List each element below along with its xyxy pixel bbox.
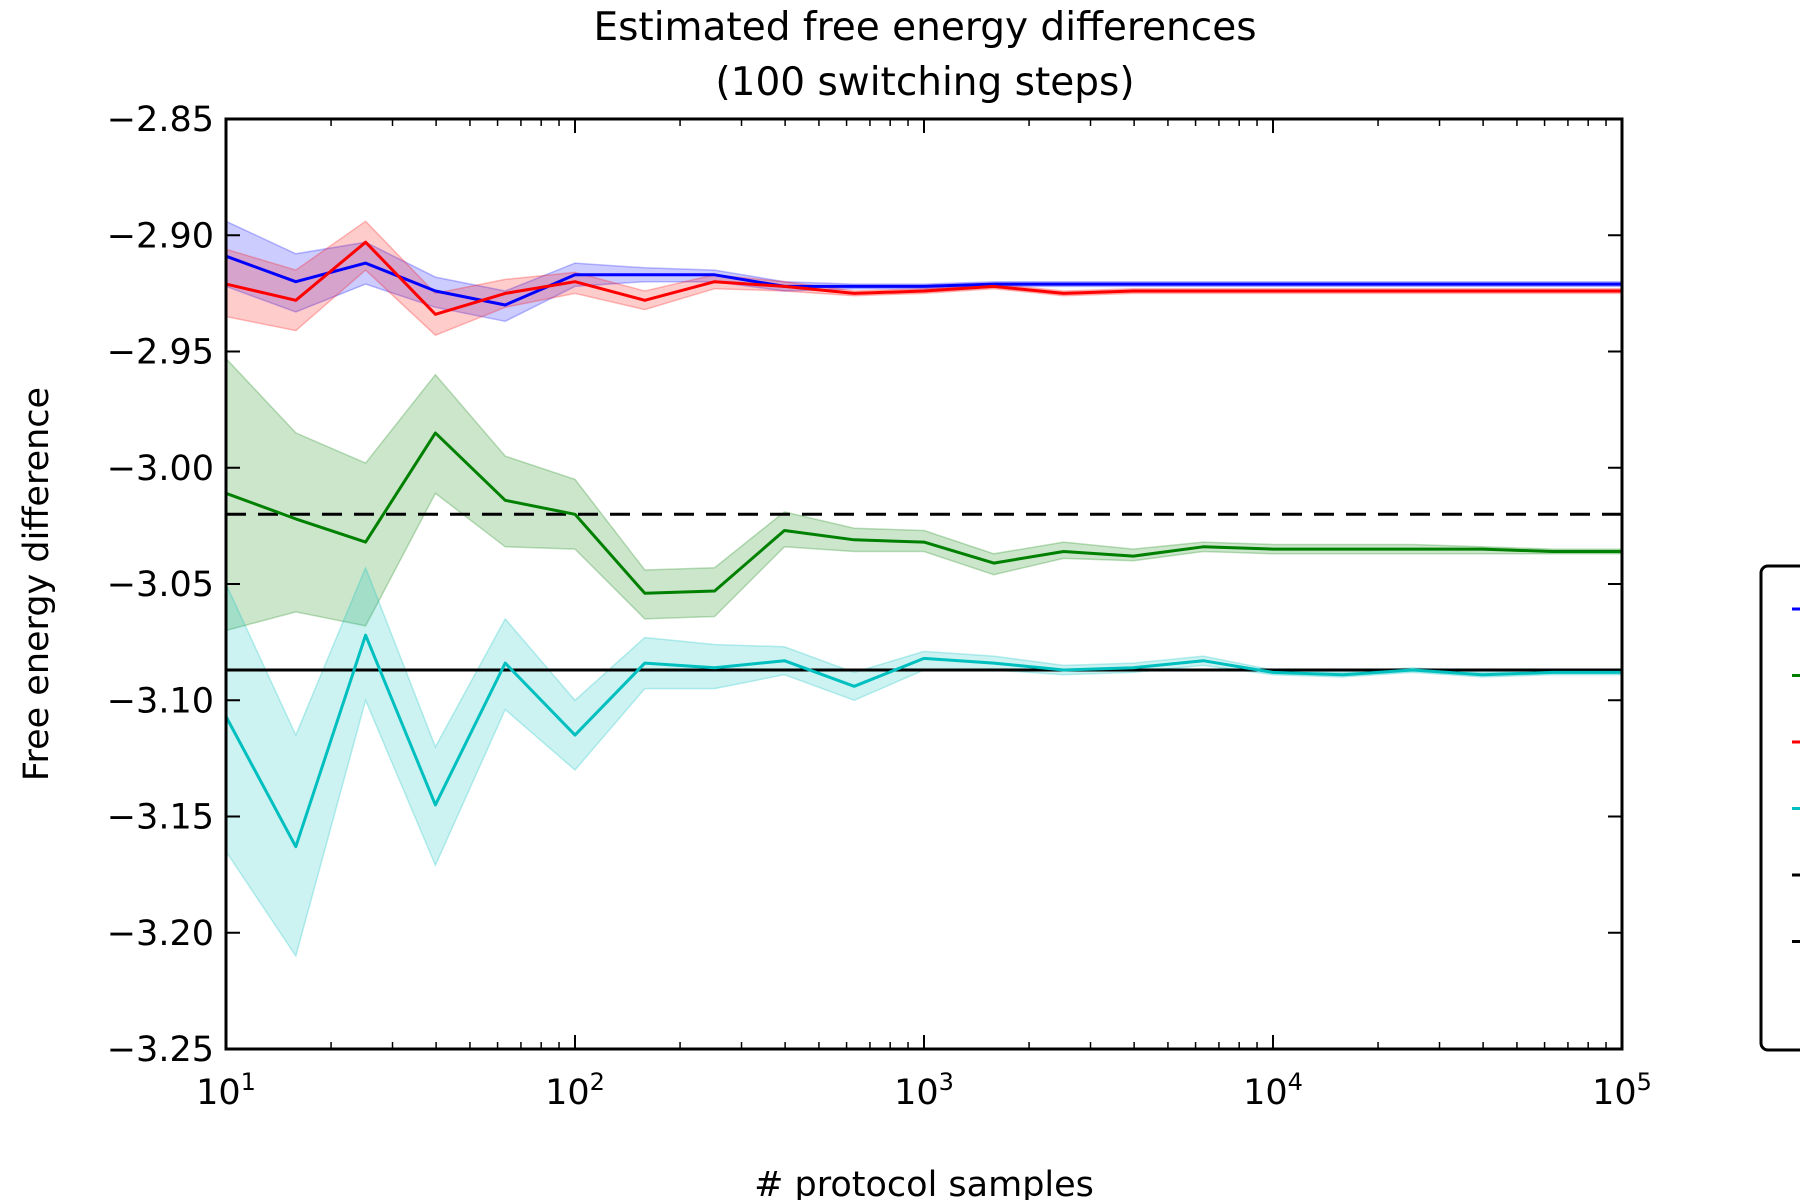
y-tick-label: −2.90 bbox=[107, 216, 214, 256]
y-tick-label: −2.85 bbox=[107, 100, 214, 140]
reference-lines bbox=[226, 512, 1622, 672]
y-tick-label: −3.05 bbox=[107, 565, 214, 605]
x-tick-label: 104 bbox=[1243, 1068, 1303, 1113]
chart-subtitle: (100 switching steps) bbox=[715, 60, 1134, 105]
x-axis: 101 102 103 104 105 bbox=[196, 119, 1652, 1113]
x-axis-label: # protocol samples bbox=[754, 1165, 1094, 1200]
series-3-line bbox=[225, 431, 1622, 595]
plot-frame bbox=[224, 117, 1624, 1051]
y-tick-label: −3.20 bbox=[107, 914, 214, 954]
y-tick-label: −3.00 bbox=[107, 449, 214, 489]
x-tick-label: 105 bbox=[1592, 1068, 1652, 1113]
x-tick-label: 101 bbox=[196, 1068, 256, 1113]
legend bbox=[1759, 564, 1800, 1052]
y-tick-label: −3.15 bbox=[107, 798, 214, 838]
series-2-line bbox=[225, 240, 1622, 316]
y-axis-label: Free energy difference bbox=[17, 387, 57, 781]
x-tick-label: 103 bbox=[894, 1068, 954, 1113]
series-3-band bbox=[225, 356, 1623, 632]
legend-frame bbox=[1759, 564, 1800, 1052]
x-tick-label: 102 bbox=[545, 1068, 605, 1113]
y-tick-label: −2.95 bbox=[107, 333, 214, 373]
y-tick-label: −3.25 bbox=[107, 1030, 214, 1070]
series-1-line bbox=[225, 254, 1622, 307]
series-4-line bbox=[224, 633, 1622, 849]
confidence-bands bbox=[225, 220, 1623, 958]
y-axis: −2.85 −2.90 −2.95 −3.00 −3.05 −3.10 −3.15 −3.20… bbox=[107, 100, 1622, 1070]
series-4-band bbox=[225, 565, 1623, 958]
chart-title: Estimated free energy differences bbox=[593, 5, 1256, 50]
y-tick-label: −3.10 bbox=[107, 681, 214, 721]
series-lines bbox=[224, 240, 1622, 849]
